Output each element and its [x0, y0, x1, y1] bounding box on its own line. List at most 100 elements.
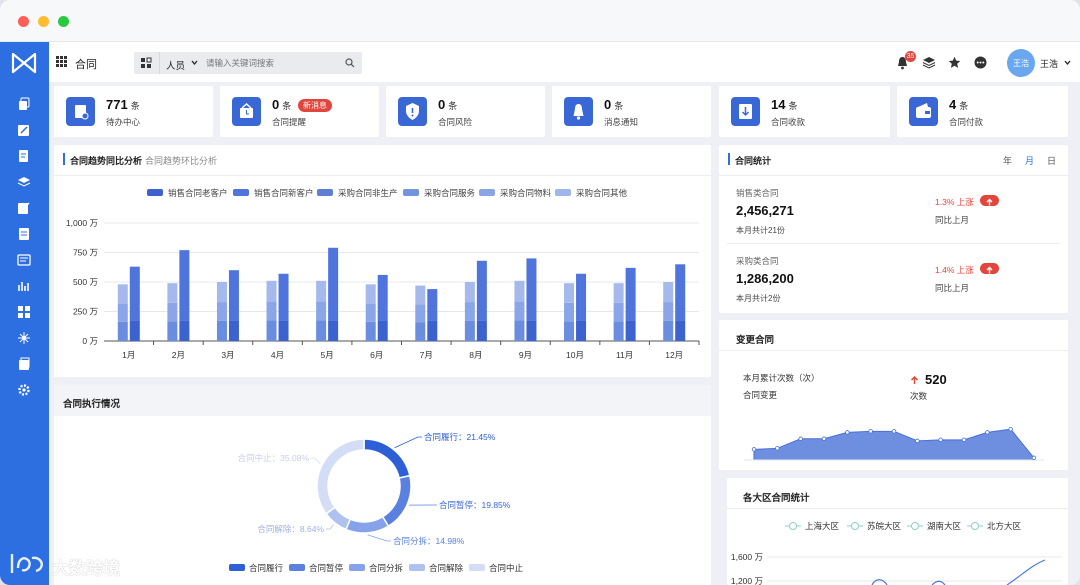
search-input[interactable] — [206, 55, 336, 71]
window-titlebar — [0, 0, 1080, 42]
y-tick-label: 1,000 万 — [66, 218, 98, 228]
trend-analysis-panel: 合同趋势同比分析 合同趋势环比分析 销售合同老客户 销售合同新客户 采购合同非生产 采… — [54, 145, 711, 377]
bar-chart-icon[interactable] — [17, 279, 31, 293]
legend-swatch — [403, 189, 419, 196]
bar-segment — [167, 321, 178, 341]
stat-card-todo[interactable]: 771 条 待办中心 — [54, 86, 213, 137]
y-tick-label: 0 万 — [82, 336, 98, 346]
period-day-tab[interactable]: 日 — [1047, 156, 1057, 166]
user-name[interactable]: 王浩 — [1040, 59, 1059, 69]
stat-value: 14 条 — [771, 97, 798, 112]
copy-icon[interactable] — [17, 97, 31, 111]
contract-change-area-chart — [744, 426, 1044, 461]
bar-segment — [316, 280, 327, 302]
series-line — [871, 579, 946, 585]
archive-icon[interactable] — [17, 357, 31, 371]
slice-label-line — [311, 457, 321, 465]
purchase-compare-label: 同比上月 — [935, 283, 970, 293]
layers-icon[interactable] — [17, 175, 31, 189]
legend-swatch — [349, 564, 365, 571]
close-window-button[interactable] — [18, 16, 29, 27]
region-line-chart: 上海大区 苏皖大区 湖南大区 北方大区 1,600 万 1,200 万 — [731, 521, 1062, 585]
y-tick-label: 250 万 — [73, 307, 98, 317]
write-icon[interactable] — [17, 201, 31, 215]
bar-segment — [167, 283, 178, 303]
section-marker — [63, 153, 65, 165]
data-point — [751, 447, 757, 452]
y-tick-label: 750 万 — [73, 248, 98, 258]
bar-new-customer — [377, 274, 388, 321]
notification-count-badge: 35 — [905, 51, 916, 62]
divider — [727, 243, 1060, 244]
legend-marker — [851, 522, 859, 530]
slice-label-line — [367, 534, 391, 542]
legend-label: 上海大区 — [805, 521, 840, 531]
dashboard-icon[interactable] — [17, 305, 31, 319]
stat-label: 合同收款 — [771, 117, 806, 127]
list-icon[interactable] — [17, 253, 31, 267]
minimize-window-button[interactable] — [38, 16, 49, 27]
legend-label: 采购合同物料 — [500, 188, 552, 198]
user-menu-chevron-icon[interactable] — [1064, 60, 1071, 66]
bar-segment — [464, 320, 475, 341]
app-logo-icon[interactable] — [11, 52, 37, 74]
legend-swatch — [147, 189, 163, 196]
file-icon[interactable] — [17, 227, 31, 241]
bar-segment — [564, 321, 575, 341]
monthly-count-label: 本月累计次数（次） — [743, 373, 820, 383]
legend-swatch — [229, 564, 245, 571]
search-icon[interactable] — [345, 58, 355, 68]
stat-card-receivable[interactable]: 14 条 合同收款 — [719, 86, 890, 137]
bar-segment — [415, 304, 426, 323]
legend-swatch — [233, 189, 249, 196]
bar-segment — [316, 320, 327, 341]
x-tick-label: 12月 — [665, 350, 683, 360]
contract-change-title: 变更合同 — [736, 335, 775, 346]
bar-segment — [415, 322, 426, 341]
maximize-window-button[interactable] — [58, 16, 69, 27]
data-point — [938, 437, 943, 443]
watermark: 大数跨境 — [8, 548, 120, 583]
data-point — [798, 436, 803, 441]
document-check-icon[interactable] — [17, 149, 31, 163]
tab-mom-analysis[interactable]: 合同趋势环比分析 — [145, 156, 218, 166]
sales-change-pct: 1.3% 上涨 — [935, 197, 974, 207]
settings-gear-icon[interactable] — [17, 383, 31, 397]
bar-segment — [663, 320, 674, 341]
period-month-tab[interactable]: 月 — [1025, 156, 1035, 166]
y-tick-label: 1,600 万 — [731, 552, 763, 562]
legend-marker — [971, 522, 979, 530]
bar-new-customer — [476, 260, 487, 321]
bar-segment — [415, 285, 426, 305]
filter-type-icon[interactable] — [140, 57, 152, 69]
alarm-clock-icon — [232, 97, 261, 126]
legend-swatch — [289, 564, 305, 571]
edit-icon[interactable] — [17, 123, 31, 137]
tab-yoy-analysis[interactable]: 合同趋势同比分析 — [70, 156, 143, 166]
donut-slice — [344, 515, 390, 534]
divider — [719, 175, 1068, 176]
period-year-tab[interactable]: 年 — [1003, 156, 1013, 166]
bell-icon[interactable] — [896, 56, 909, 70]
divider — [727, 508, 1068, 509]
bar-segment — [365, 303, 376, 322]
contract-stats-title: 合同统计 — [735, 156, 772, 166]
bar-old-customer — [526, 320, 537, 341]
todo-icon — [66, 97, 95, 126]
avatar[interactable]: 王浩 — [1007, 49, 1035, 77]
star-icon[interactable] — [948, 56, 961, 69]
network-icon[interactable] — [17, 331, 31, 345]
people-filter-dropdown[interactable]: 人员 — [159, 52, 203, 74]
data-point — [1031, 455, 1037, 461]
layers-stack-icon[interactable] — [922, 56, 936, 69]
more-options-icon[interactable] — [974, 56, 987, 69]
legend-swatch — [409, 564, 425, 571]
new-message-badge: 新消息 — [298, 99, 332, 112]
data-point — [821, 436, 827, 441]
